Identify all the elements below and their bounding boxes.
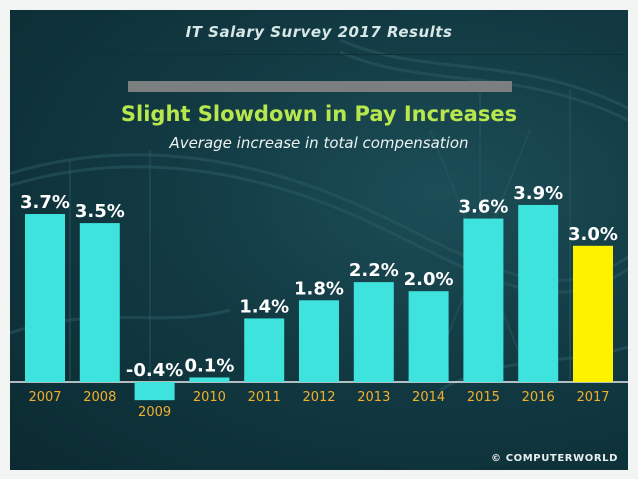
value-label-2012: 1.8% [294,278,344,299]
bar-2015 [463,218,504,382]
category-label-2013: 2013 [357,390,390,405]
value-label-2011: 1.4% [239,296,289,317]
chart-title: Slight Slowdown in Pay Increases [120,102,518,126]
category-label-2016: 2016 [522,390,555,405]
bar-2014 [408,291,449,382]
category-label-2012: 2012 [302,390,335,405]
header-divider [10,54,628,55]
value-label-2009: -0.4% [126,360,183,381]
bar-2012 [299,300,339,382]
bar-chart: 3.7% 2007 3.5% 2008 -0.4% 2009 0.1% 2010 1.4% 201… [10,183,628,420]
category-label-2014: 2014 [412,390,445,405]
value-label-2010: 0.1% [184,355,234,376]
category-label-2011: 2011 [248,390,281,405]
value-label-2015: 3.6% [458,197,508,218]
category-label-2007: 2007 [28,390,61,405]
publisher-credit: © COMPUTERWORLD [491,453,618,464]
category-label-2015: 2015 [467,390,500,405]
category-label-2017: 2017 [576,390,609,405]
chart-subtitle: Average increase in total compensation [169,134,469,152]
category-label-2010: 2010 [193,390,226,405]
value-label-2016: 3.9% [513,183,563,204]
bar-2008 [79,223,120,382]
value-label-2014: 2.0% [404,269,454,290]
bar-2016 [518,204,559,382]
title-accent-bar [128,81,512,92]
bar-2011 [244,318,285,382]
bar-2017 [573,245,613,382]
bar-2009 [134,382,175,401]
value-label-2008: 3.5% [75,201,125,222]
survey-header: IT Salary Survey 2017 Results [185,23,453,41]
bar-2010 [189,377,230,382]
bar-2007 [25,214,65,382]
category-label-2008: 2008 [83,390,116,405]
value-label-2013: 2.2% [349,260,399,281]
bar-2013 [353,282,394,382]
value-label-2007: 3.7% [20,192,70,213]
category-label-2009: 2009 [138,405,171,420]
value-label-2017: 3.0% [568,224,618,245]
infographic-frame: IT Salary Survey 2017 Results Slight Slo… [10,10,628,470]
